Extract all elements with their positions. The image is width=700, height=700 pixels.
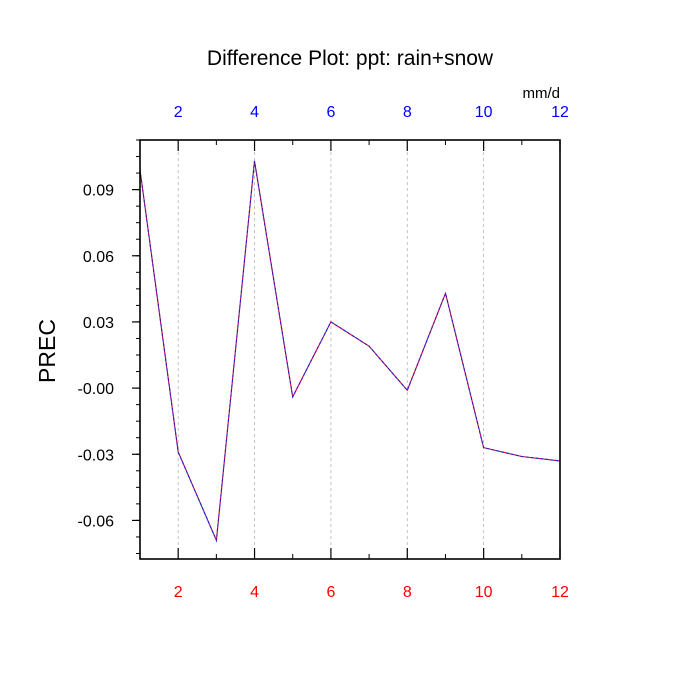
x-tick-label-bottom: 2 bbox=[174, 584, 183, 601]
x-tick-label-top: 6 bbox=[326, 104, 335, 121]
x-tick-label-top: 10 bbox=[475, 104, 493, 121]
units-label: mm/d bbox=[523, 85, 561, 102]
axis-ticks bbox=[132, 139, 561, 559]
tick-labels: 2 2 4 4 6 6 8 8 10 10 12 12 0.09 0.06 0.03 -0.00 -0.03 -0… bbox=[78, 104, 569, 601]
series-line-group bbox=[139, 160, 561, 543]
x-tick-label-bottom: 6 bbox=[326, 584, 335, 601]
x-tick-label-top: 2 bbox=[174, 104, 183, 121]
x-tick-label-bottom: 12 bbox=[551, 584, 569, 601]
y-tick-label: -0.00 bbox=[78, 381, 115, 398]
y-tick-label: -0.06 bbox=[78, 513, 115, 530]
x-tick-label-bottom: 8 bbox=[403, 584, 412, 601]
y-tick-label: 0.06 bbox=[83, 249, 114, 266]
y-axis-label: PREC bbox=[34, 319, 60, 383]
series-line-under bbox=[139, 160, 561, 543]
series-line bbox=[139, 160, 561, 543]
y-tick-label: 0.09 bbox=[83, 183, 114, 200]
y-tick-label: -0.03 bbox=[78, 447, 115, 464]
x-tick-label-top: 12 bbox=[551, 104, 569, 121]
x-tick-label-bottom: 4 bbox=[250, 584, 259, 601]
x-tick-label-top: 4 bbox=[250, 104, 259, 121]
y-tick-label: 0.03 bbox=[83, 315, 114, 332]
plot-area-frame bbox=[139, 139, 561, 560]
x-tick-label-bottom: 10 bbox=[475, 584, 493, 601]
x-tick-label-top: 8 bbox=[403, 104, 412, 121]
chart-title: Difference Plot: ppt: rain+snow bbox=[207, 47, 494, 70]
grid bbox=[177, 140, 485, 559]
